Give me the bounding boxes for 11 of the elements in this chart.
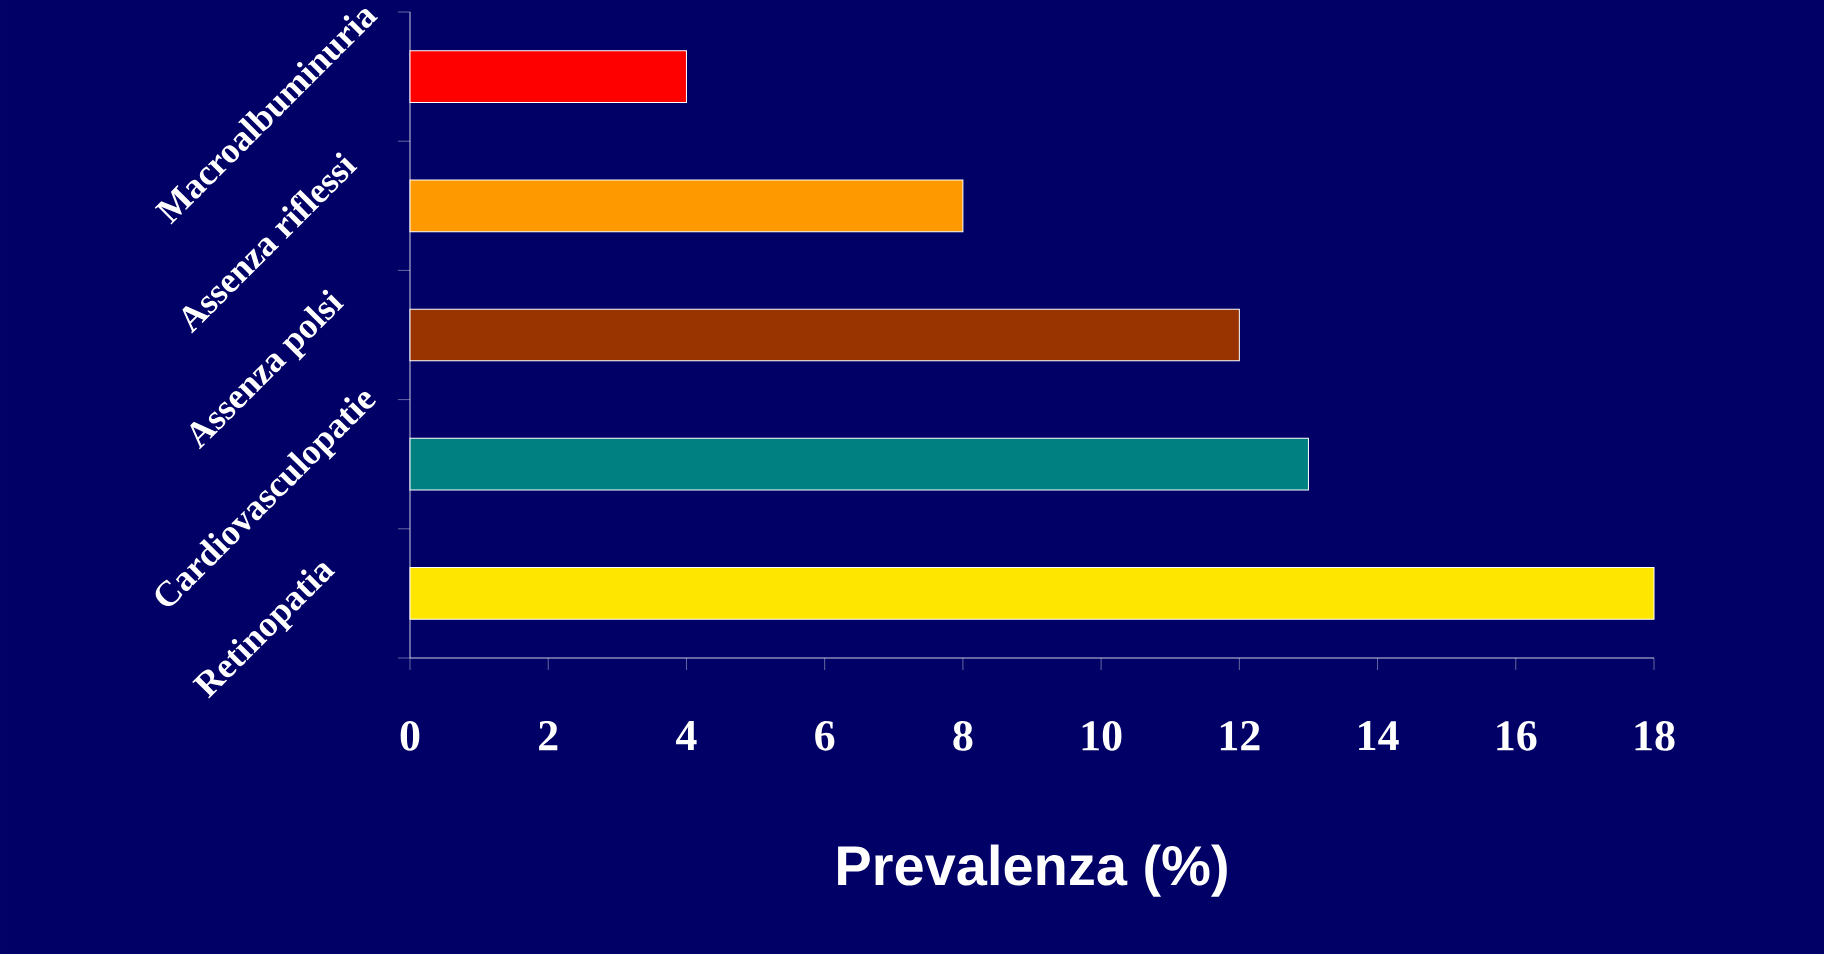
- x-tick-label: 10: [1082, 721, 1122, 751]
- x-tick-label: 8: [953, 721, 973, 751]
- x-tick-label: 14: [1359, 721, 1399, 751]
- x-tick-label: 12: [1220, 721, 1260, 751]
- x-tick-label: 6: [815, 721, 835, 751]
- x-tick-label: 16: [1497, 721, 1537, 751]
- x-tick-label: 18: [1635, 721, 1675, 751]
- x-tick-label: 0: [400, 721, 420, 751]
- x-tick-label: 2: [539, 721, 558, 751]
- x-axis-title: Prevalenza (%): [838, 844, 1227, 897]
- x-tick-label: 4: [676, 721, 697, 751]
